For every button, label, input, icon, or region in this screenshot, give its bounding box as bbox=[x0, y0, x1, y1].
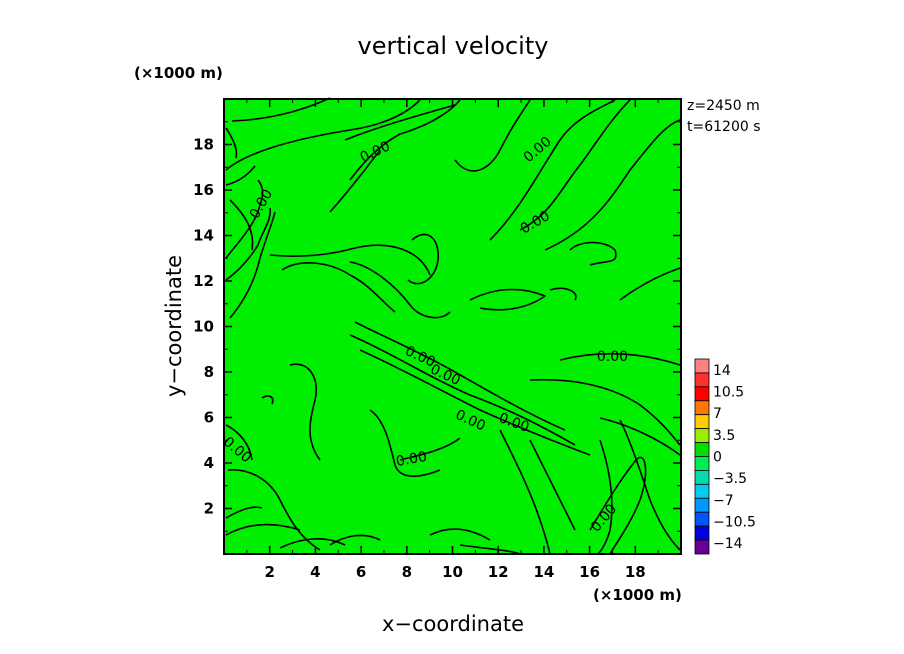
x-unit-label: (×1000 m) bbox=[593, 586, 682, 604]
x-tick-label: 18 bbox=[625, 563, 646, 581]
y-tick-label: 10 bbox=[193, 318, 214, 336]
colorbar-label: 3.5 bbox=[713, 428, 735, 444]
x-tick-label: 14 bbox=[533, 563, 554, 581]
colorbar-swatch bbox=[694, 456, 710, 471]
chart-title: vertical velocity bbox=[358, 32, 549, 60]
x-tick-label: 6 bbox=[356, 563, 366, 581]
y-tick-label: 12 bbox=[193, 272, 214, 290]
x-tick-label: 8 bbox=[402, 563, 412, 581]
x-axis-label: x−coordinate bbox=[382, 612, 524, 636]
x-ticks: 2 4 6 8 10 12 14 16 18 bbox=[246, 99, 659, 581]
colorbar-swatch bbox=[694, 539, 710, 555]
colorbar-swatch bbox=[694, 358, 710, 374]
info-line-t: t=61200 s bbox=[687, 119, 761, 135]
colorbar-swatch bbox=[694, 511, 710, 527]
colorbar-label: −7 bbox=[713, 493, 734, 509]
x-tick-label: 16 bbox=[579, 563, 600, 581]
y-axis-label: y−coordinate bbox=[162, 255, 186, 397]
axes: 2 4 6 8 10 12 14 16 18 2 4 6 8 10 12 14 16 18 bbox=[193, 98, 682, 581]
colorbar-label: 0 bbox=[713, 450, 722, 466]
colorbar-swatch bbox=[694, 400, 710, 416]
colorbar-swatch bbox=[694, 386, 710, 402]
contour-lines bbox=[225, 97, 681, 555]
colorbar-label: 7 bbox=[713, 406, 722, 422]
colorbar-swatch bbox=[694, 372, 710, 388]
colorbar-label: −14 bbox=[713, 536, 743, 552]
colorbar-label: −3.5 bbox=[713, 471, 747, 487]
colorbar-swatch bbox=[694, 428, 710, 443]
colorbar-swatch bbox=[694, 497, 710, 513]
colorbar: 14 10.5 7 3.5 0 −3.5 −7 −10.5 −14 bbox=[694, 358, 756, 555]
y-tick-label: 16 bbox=[193, 181, 214, 199]
colorbar-swatch bbox=[694, 414, 710, 430]
info-line-z: z=2450 m bbox=[687, 98, 760, 114]
y-tick-label: 4 bbox=[204, 454, 214, 472]
colorbar-label: −10.5 bbox=[713, 515, 756, 531]
y-unit-label: (×1000 m) bbox=[134, 64, 223, 82]
y-tick-label: 2 bbox=[204, 500, 214, 518]
x-tick-label: 2 bbox=[264, 563, 274, 581]
colorbar-swatch bbox=[694, 470, 710, 485]
y-ticks: 2 4 6 8 10 12 14 16 18 bbox=[193, 121, 681, 532]
x-tick-label: 12 bbox=[488, 563, 509, 581]
y-tick-label: 14 bbox=[193, 227, 214, 245]
x-tick-label: 10 bbox=[442, 563, 463, 581]
contour-label: 0.00 bbox=[597, 349, 628, 365]
contour-label: 0.00 bbox=[395, 449, 428, 470]
colorbar-swatch bbox=[694, 483, 710, 499]
y-tick-label: 18 bbox=[193, 136, 214, 154]
y-tick-label: 6 bbox=[204, 409, 214, 427]
colorbar-swatch bbox=[694, 442, 710, 457]
y-tick-label: 8 bbox=[204, 363, 214, 381]
colorbar-label: 14 bbox=[713, 363, 731, 379]
colorbar-swatch bbox=[694, 525, 710, 541]
plot-area bbox=[224, 99, 681, 554]
colorbar-label: 10.5 bbox=[713, 385, 744, 401]
x-tick-label: 4 bbox=[310, 563, 320, 581]
